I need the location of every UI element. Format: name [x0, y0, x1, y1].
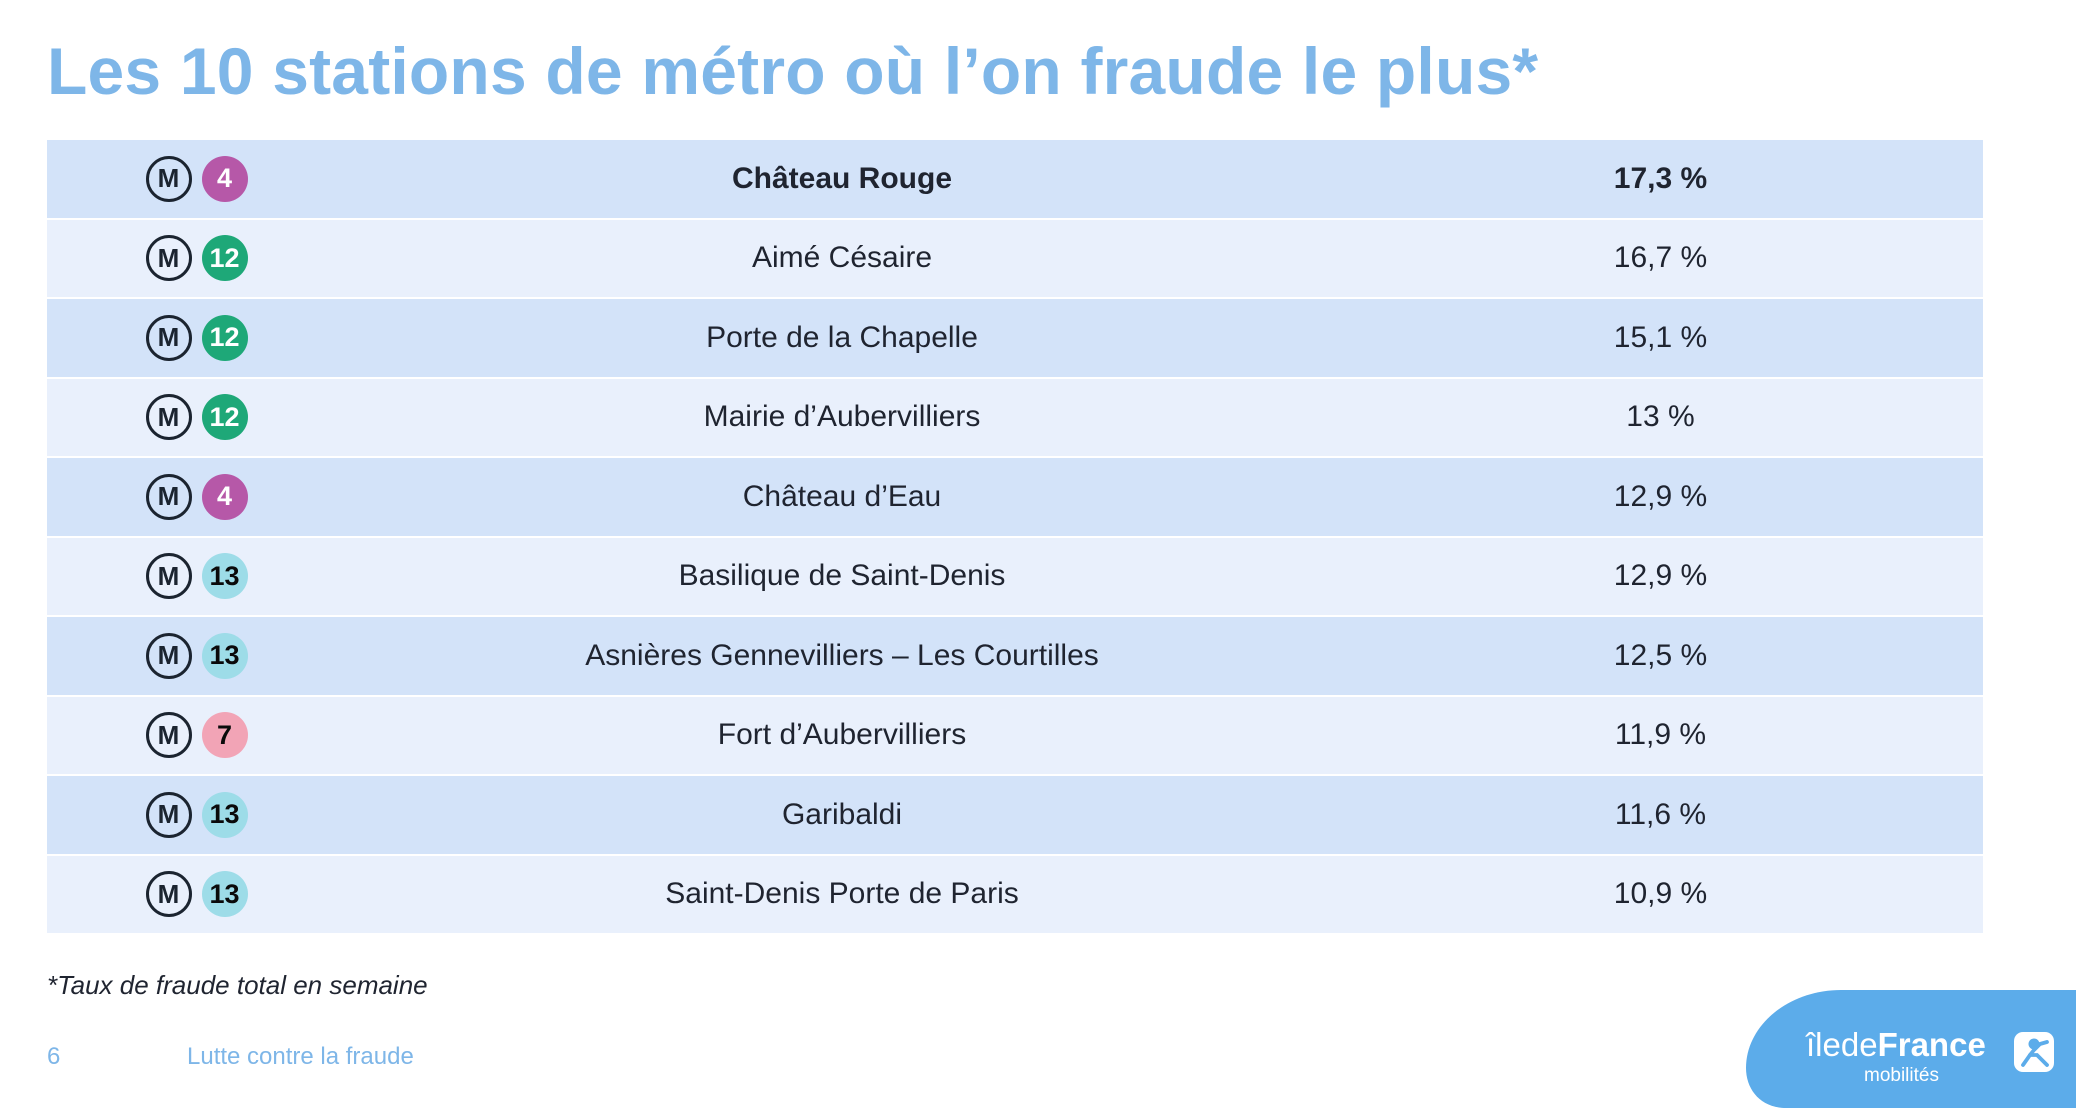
svg-text:îledeFrance: îledeFrance	[1805, 1026, 1986, 1063]
svg-text:mobilités: mobilités	[1864, 1065, 1939, 1086]
